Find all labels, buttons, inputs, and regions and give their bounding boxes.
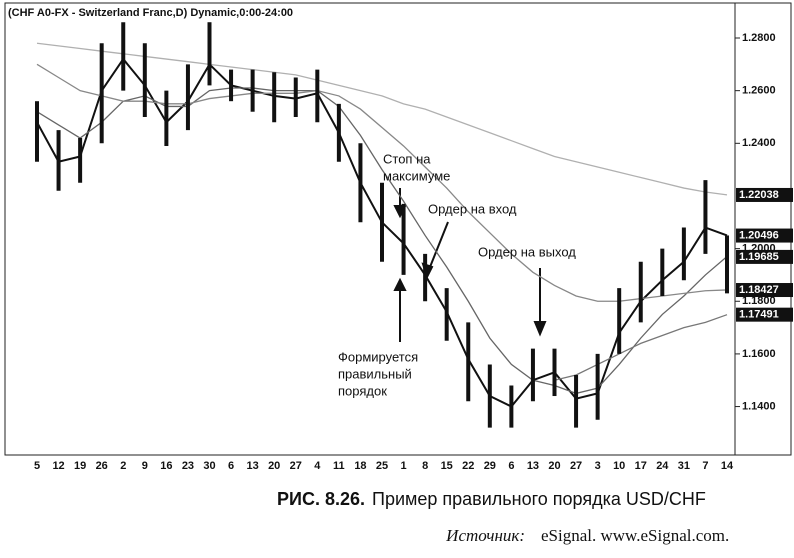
source-text: eSignal. www.eSignal.com. xyxy=(541,526,729,545)
annotation: Стоп на xyxy=(383,151,431,166)
price-label-box xyxy=(736,228,793,243)
x-tick-label: 2 xyxy=(120,460,126,472)
caption-text: Пример правильного порядка USD/CHF xyxy=(372,489,706,509)
x-tick-label: 31 xyxy=(678,460,690,472)
x-tick-label: 16 xyxy=(160,460,172,472)
x-tick-label: 9 xyxy=(142,460,148,472)
price-label-box xyxy=(736,307,793,322)
annotation: Формируется xyxy=(338,349,418,364)
annotation: порядок xyxy=(338,383,387,398)
moving-average xyxy=(36,42,728,196)
x-tick-label: 29 xyxy=(484,460,496,472)
annotation: Ордер на вход xyxy=(428,201,517,216)
price-label: 1.18427 xyxy=(739,284,779,296)
x-tick-label: 6 xyxy=(508,460,514,472)
price-label: 1.17491 xyxy=(739,309,779,321)
y-tick-label: 1.1400 xyxy=(742,400,776,412)
x-tick-label: 26 xyxy=(96,460,108,472)
source-label: Источник: xyxy=(445,526,525,545)
price-label: 1.22038 xyxy=(739,189,779,201)
y-tick-label: 1.1800 xyxy=(742,295,776,307)
x-tick-label: 1 xyxy=(401,460,407,472)
moving-average xyxy=(36,63,728,302)
x-tick-label: 7 xyxy=(702,460,708,472)
x-tick-label: 30 xyxy=(203,460,215,472)
x-tick-label: 15 xyxy=(441,460,453,472)
x-tick-label: 17 xyxy=(635,460,647,472)
x-tick-label: 6 xyxy=(228,460,234,472)
x-tick-label: 10 xyxy=(613,460,625,472)
annotation: максимуме xyxy=(383,168,450,183)
y-tick-label: 1.2400 xyxy=(742,137,776,149)
y-tick-label: 1.2600 xyxy=(742,85,776,97)
x-tick-label: 3 xyxy=(595,460,601,472)
x-tick-label: 25 xyxy=(376,460,388,472)
x-tick-label: 23 xyxy=(182,460,194,472)
caption-number: РИС. 8.26. xyxy=(277,489,365,509)
x-tick-label: 22 xyxy=(462,460,474,472)
x-tick-label: 20 xyxy=(268,460,280,472)
x-tick-label: 13 xyxy=(527,460,539,472)
y-tick-label: 1.2800 xyxy=(742,32,776,44)
price-label-box xyxy=(736,187,793,202)
price-label: 1.19685 xyxy=(739,251,779,263)
price-label: 1.20496 xyxy=(739,229,779,241)
x-tick-label: 12 xyxy=(52,460,64,472)
x-tick-label: 8 xyxy=(422,460,428,472)
x-tick-label: 19 xyxy=(74,460,86,472)
x-tick-label: 4 xyxy=(314,460,321,472)
x-tick-label: 13 xyxy=(247,460,259,472)
annotation: правильный xyxy=(338,366,412,381)
x-tick-label: 27 xyxy=(290,460,302,472)
price-label-box xyxy=(736,283,793,298)
moving-average xyxy=(36,87,728,395)
x-tick-label: 5 xyxy=(34,460,40,472)
price-label-box xyxy=(736,249,793,264)
annotation-arrows xyxy=(393,188,547,342)
x-tick-label: 18 xyxy=(354,460,366,472)
x-tick-label: 27 xyxy=(570,460,582,472)
chart-title: (CHF A0-FX - Switzerland Franc,D) Dynami… xyxy=(8,7,293,19)
x-tick-label: 14 xyxy=(721,460,734,472)
x-tick-label: 24 xyxy=(656,460,669,472)
x-tick-label: 20 xyxy=(548,460,560,472)
moving-average xyxy=(554,314,728,381)
x-tick-label: 11 xyxy=(333,460,345,472)
y-tick-label: 1.1600 xyxy=(742,348,776,360)
annotation: Ордер на выход xyxy=(478,244,576,259)
